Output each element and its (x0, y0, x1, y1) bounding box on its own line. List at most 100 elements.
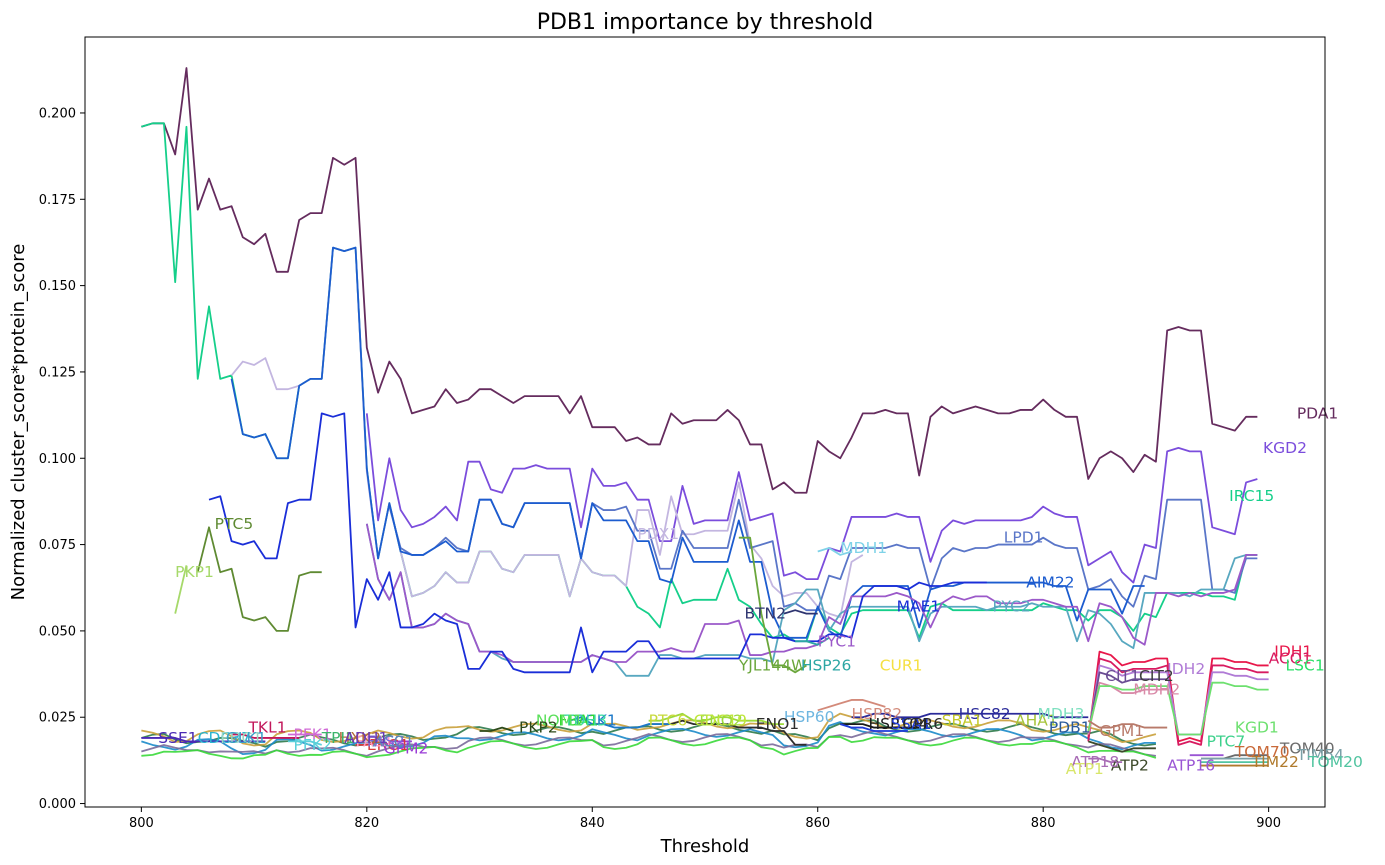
series-label-tkl1: TKL1 (247, 719, 286, 737)
series-label-tom40: TOM40 (1279, 739, 1335, 757)
x-axis: 800 820 840 860 880 900 (129, 807, 1281, 831)
series-label-pyc1: PYC1 (818, 632, 856, 650)
series-label-pkp1: PKP1 (175, 563, 214, 581)
series-line-gpm1 (1087, 719, 1168, 729)
series-line-pkp1 (174, 565, 188, 614)
series-line-pda1 (141, 67, 1258, 494)
x-tick-label: 860 (805, 816, 830, 831)
series-label-tom70: TOM70 (1234, 743, 1290, 761)
series-label-pdx1: PDX1 (637, 525, 679, 543)
series-label-fas2: FAS2 (367, 732, 405, 750)
series-label-kgd2: KGD2 (1263, 439, 1307, 457)
series-line-hsc82 (851, 712, 1089, 719)
bundle-series-line (141, 721, 1156, 755)
series-label-fba1: FBA1 (558, 712, 598, 730)
bundle-series-line (141, 712, 1157, 747)
series-line-erg1 (355, 740, 390, 746)
series-line-atp2 (1088, 740, 1156, 753)
series-label-ptc5: PTC5 (215, 515, 254, 533)
series-label-idh2: IDH2 (1167, 660, 1205, 678)
series-label-idh1: IDH1 (1274, 643, 1312, 661)
series-line-aim22 (230, 246, 1145, 639)
series-label-mae1: MAE1 (897, 598, 941, 616)
plot-area: PDA1 KGD2 IRC15 PDX1 LPD1 AIM22 PYC2 PYC1 MAE1 PT… (141, 67, 1363, 778)
series-label-hsp104: HSP104 (868, 715, 928, 733)
y-tick-label: 0.075 (39, 538, 76, 553)
x-tick-label: 840 (580, 816, 605, 831)
y-tick-label: 0.100 (39, 452, 76, 467)
series-label-pda1: PDA1 (1297, 404, 1338, 422)
series-label-pfk1: PFK1 (294, 725, 332, 743)
series-label-aco1: ACO1 (1269, 650, 1312, 668)
y-tick-label: 0.000 (39, 797, 76, 812)
series-label-fas1: FAS1 (356, 732, 394, 750)
series-line-hsp26 (795, 637, 830, 646)
series-label-aim22: AIM22 (1026, 574, 1074, 592)
series-label-mdh2: MDH2 (1133, 681, 1180, 699)
series-line-kgd1 (1087, 681, 1269, 736)
series-label-irc15: IRC15 (1229, 487, 1274, 505)
series-label-pkp2: PKP2 (519, 719, 558, 737)
y-axis-label: Normalized cluster_score*protein_score (8, 244, 29, 601)
series-label-pdb1: PDB1 (1049, 719, 1091, 737)
series-label-cdc37: CDC37 (198, 729, 251, 747)
series-line-mdh1 (817, 547, 852, 556)
series-label-cit1: CIT1 (1105, 667, 1140, 685)
series-line-ssa1 (840, 723, 908, 732)
bundle-series-line (141, 735, 1157, 760)
series-label-hsp82: HSP82 (852, 705, 903, 723)
series-line-hsp104 (840, 723, 920, 729)
series-label-ssa1: SSA1 (891, 715, 931, 733)
series-label-atp1: ATP1 (1066, 760, 1104, 778)
series-line-ptc5 (196, 526, 322, 632)
y-tick-label: 0.050 (39, 624, 76, 639)
series-label-pfk2: PFK2 (294, 736, 332, 754)
chart-title: PDB1 importance by threshold (537, 10, 874, 35)
series-line-mae1 (208, 412, 987, 674)
series-label-erg1: ERG1 (367, 736, 409, 754)
x-tick-label: 900 (1256, 816, 1281, 831)
series-label-mdh3: MDH3 (1038, 705, 1085, 723)
series-label-sse1: SSE1 (158, 729, 197, 747)
series-label-aha1: AHA1 (1015, 712, 1058, 730)
series-line-eno2 (648, 712, 784, 726)
series-label-hsc82: HSC82 (959, 705, 1011, 723)
series-label-lsc1: LSC1 (1286, 656, 1325, 674)
series-label-eno1: ENO1 (756, 715, 799, 733)
series-line-pkp2 (479, 726, 514, 732)
series-label-tim22: TIM22 (1251, 753, 1299, 771)
series-line-pdx1 (230, 246, 864, 618)
series-line-atp18 (1088, 757, 1123, 764)
series-label-ptc7: PTC7 (1207, 732, 1246, 750)
series-label-yjl144w: YJL144W (738, 656, 807, 674)
series-label-cur1: CUR1 (880, 656, 923, 674)
series-label-tom20: TOM20 (1307, 753, 1363, 771)
series-line-eno1 (648, 719, 807, 746)
series-label-ptc7b: PTC6 (649, 712, 688, 730)
y-tick-label: 0.175 (39, 193, 76, 208)
series-line-pgk1 (569, 716, 672, 729)
series-label-sba1: SBA1 (942, 712, 983, 730)
series-label-acc1: ACC1 (372, 732, 414, 750)
y-tick-label: 0.200 (39, 106, 76, 121)
y-tick-label: 0.025 (39, 711, 76, 726)
series-label-hxk2: HXK2 (339, 729, 381, 747)
series-label-cdc19: CDC19 (694, 712, 747, 730)
series-label-tpi1: TPI1 (321, 729, 355, 747)
series-label-cit2: CIT2 (1139, 667, 1174, 685)
series-label-kgd1: KGD1 (1235, 719, 1279, 737)
series-label-atp18: ATP18 (1071, 753, 1119, 771)
series-line-btn2 (783, 609, 818, 615)
series-label-gpm2: GPM2 (384, 739, 429, 757)
series-label-hsp26: HSP26 (801, 656, 852, 674)
series-line-pyc2 (365, 523, 1247, 677)
plot-frame (84, 36, 1326, 808)
series-label-cpr6: CPR6 (902, 715, 943, 733)
x-tick-label: 800 (129, 816, 154, 831)
series-line-pfk2 (287, 740, 322, 746)
series-line-pyc1 (365, 523, 1258, 663)
x-tick-label: 880 (1031, 816, 1056, 831)
x-axis-label: Threshold (660, 836, 750, 857)
series-label-glk1: GLK1 (226, 729, 267, 747)
series-line-hsp82 (817, 699, 886, 712)
